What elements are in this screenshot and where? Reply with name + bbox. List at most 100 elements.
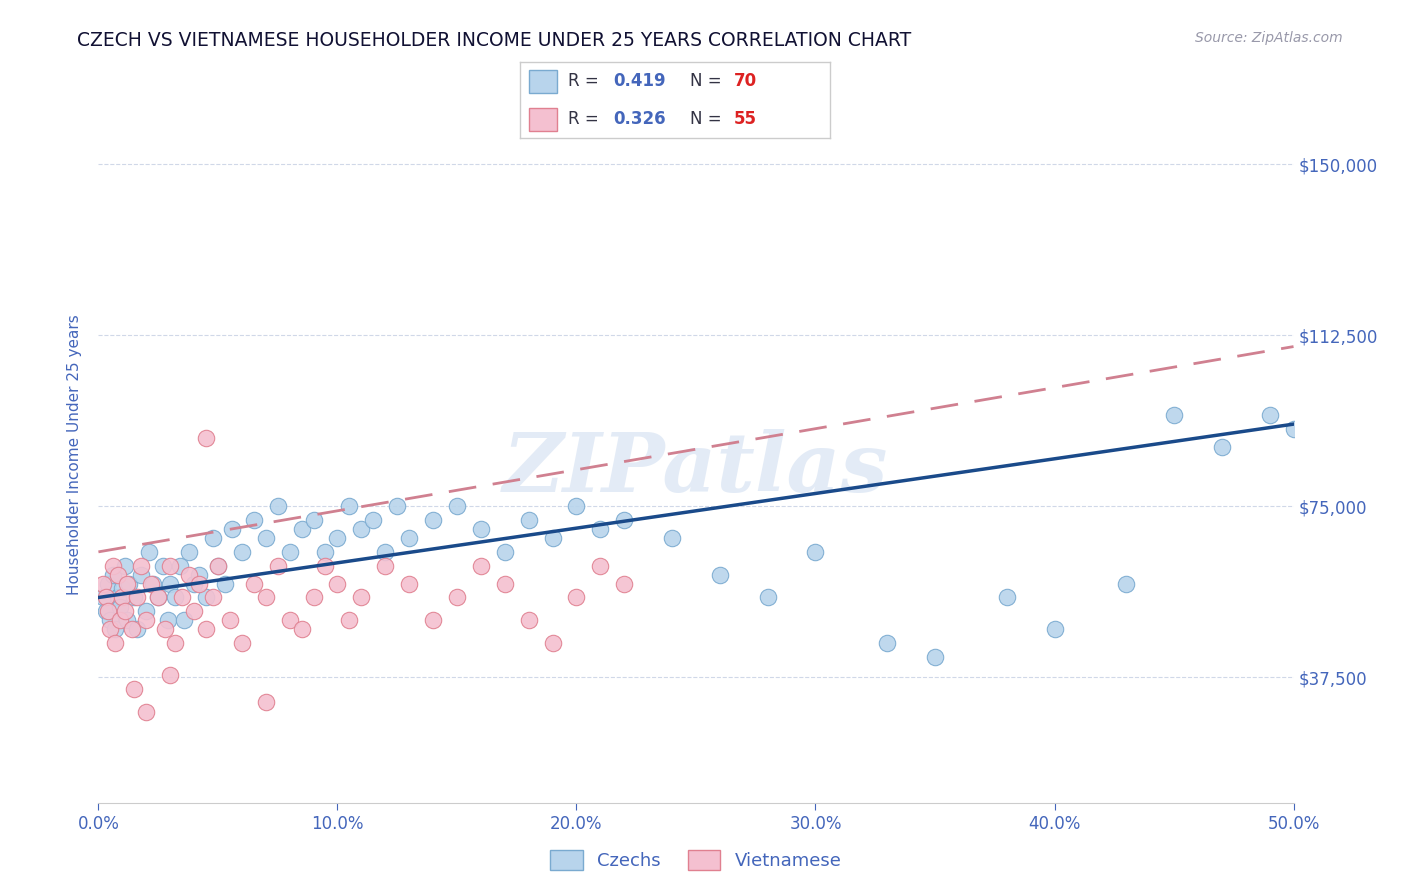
Point <box>565 500 588 514</box>
Point <box>470 558 492 573</box>
Point <box>183 604 205 618</box>
Point <box>350 591 373 605</box>
Point <box>494 545 516 559</box>
Point <box>339 613 361 627</box>
Point <box>207 558 229 573</box>
Point <box>125 591 148 605</box>
Point <box>243 576 266 591</box>
Point <box>156 613 179 627</box>
Point <box>125 623 148 637</box>
Point <box>995 591 1018 605</box>
Point <box>494 576 516 591</box>
Point <box>254 695 277 709</box>
Point <box>517 513 540 527</box>
Point <box>326 531 349 545</box>
Text: R =: R = <box>568 72 605 90</box>
Point <box>142 576 165 591</box>
Point <box>267 558 290 573</box>
Text: CZECH VS VIETNAMESE HOUSEHOLDER INCOME UNDER 25 YEARS CORRELATION CHART: CZECH VS VIETNAMESE HOUSEHOLDER INCOME U… <box>77 31 911 50</box>
Point <box>97 604 120 618</box>
Point <box>756 591 779 605</box>
Point <box>876 636 898 650</box>
Point <box>254 591 277 605</box>
Point <box>187 576 209 591</box>
Point <box>135 613 157 627</box>
Point <box>98 613 122 627</box>
Point <box>195 623 218 637</box>
Point <box>214 576 236 591</box>
Point <box>207 558 229 573</box>
Point <box>517 613 540 627</box>
Point <box>446 591 468 605</box>
Point <box>470 522 492 536</box>
Point <box>613 513 636 527</box>
Point <box>1211 440 1233 454</box>
Point <box>1043 623 1066 637</box>
Point <box>363 513 385 527</box>
Point <box>163 636 186 650</box>
Point <box>94 604 117 618</box>
Point <box>183 576 205 591</box>
Text: 70: 70 <box>734 72 756 90</box>
Text: ZIPatlas: ZIPatlas <box>503 429 889 508</box>
Point <box>302 513 325 527</box>
Y-axis label: Householder Income Under 25 years: Householder Income Under 25 years <box>67 315 83 595</box>
Point <box>202 591 225 605</box>
Point <box>173 613 195 627</box>
Point <box>804 545 827 559</box>
FancyBboxPatch shape <box>530 108 557 130</box>
Point <box>315 545 337 559</box>
Point <box>302 591 325 605</box>
Point <box>1282 422 1305 436</box>
Point <box>108 599 131 614</box>
Point <box>1163 408 1185 422</box>
Point <box>94 591 117 605</box>
Point <box>613 576 636 591</box>
Point <box>278 545 301 559</box>
Point <box>350 522 373 536</box>
Point <box>195 591 218 605</box>
Point <box>374 558 396 573</box>
Point <box>221 522 243 536</box>
Point <box>111 591 134 605</box>
Point <box>231 636 253 650</box>
Point <box>291 623 314 637</box>
Point <box>159 558 181 573</box>
Point <box>1258 408 1281 422</box>
Point <box>243 513 266 527</box>
Text: N =: N = <box>690 111 727 128</box>
Point <box>187 567 209 582</box>
Point <box>254 531 277 545</box>
Text: 55: 55 <box>734 111 756 128</box>
Point <box>108 613 131 627</box>
Point <box>115 576 138 591</box>
Text: N =: N = <box>690 72 727 90</box>
Point <box>339 500 361 514</box>
Point <box>398 531 420 545</box>
Point <box>374 545 396 559</box>
Point <box>115 613 138 627</box>
Point <box>589 558 612 573</box>
Point <box>541 636 564 650</box>
Point <box>326 576 349 591</box>
Point <box>924 649 946 664</box>
Point <box>107 591 129 605</box>
Point <box>291 522 314 536</box>
Text: R =: R = <box>568 111 605 128</box>
Point <box>91 591 114 605</box>
Point <box>267 500 290 514</box>
Point <box>541 531 564 545</box>
Point <box>163 591 186 605</box>
Point <box>124 591 146 605</box>
Point <box>179 545 201 559</box>
Point <box>135 604 157 618</box>
Legend: Czechs, Vietnamese: Czechs, Vietnamese <box>543 843 849 877</box>
Point <box>1115 576 1137 591</box>
Point <box>446 500 468 514</box>
FancyBboxPatch shape <box>530 70 557 93</box>
Text: 0.326: 0.326 <box>613 111 665 128</box>
Point <box>101 558 124 573</box>
Point <box>661 531 683 545</box>
Point <box>101 567 124 582</box>
Point <box>148 591 170 605</box>
